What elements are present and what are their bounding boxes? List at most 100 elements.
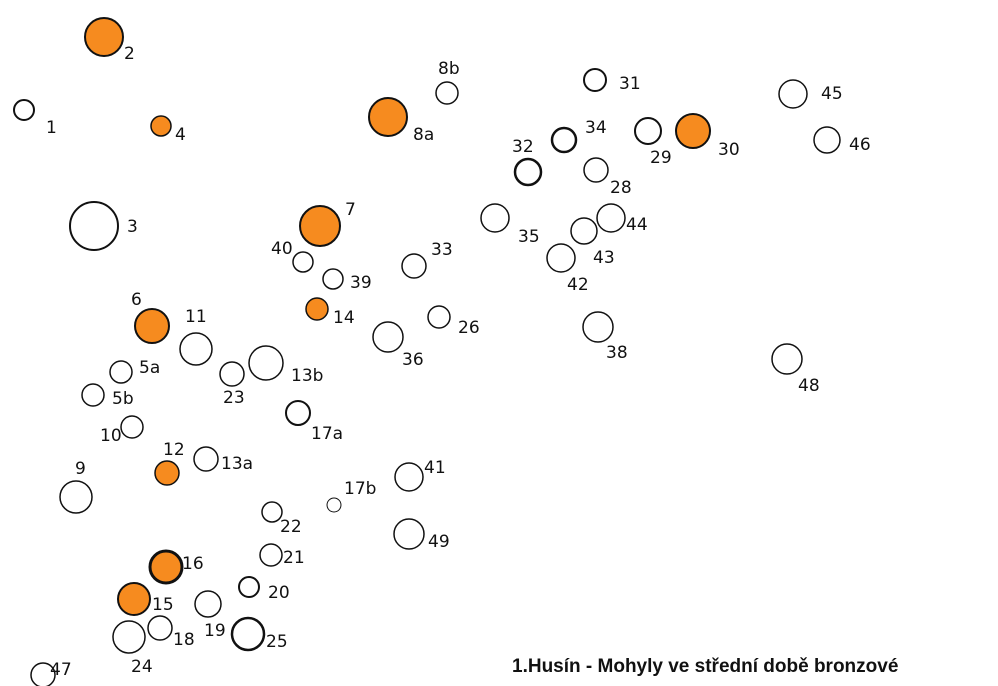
mound-marker <box>778 79 808 109</box>
mound-38: 38 <box>582 311 628 363</box>
mound-16: 16 <box>148 549 204 585</box>
mound-47: 47 <box>30 660 72 686</box>
mound-label: 13a <box>221 454 253 474</box>
mound-label: 38 <box>606 343 628 363</box>
mound-label: 23 <box>223 388 245 408</box>
mound-label: 30 <box>718 140 740 160</box>
mound-marker <box>675 113 711 149</box>
mound-label: 26 <box>458 318 480 338</box>
mound-label: 28 <box>610 178 632 198</box>
mound-marker <box>372 321 404 353</box>
mound-1: 1 <box>13 99 57 138</box>
mound-label: 49 <box>428 532 450 552</box>
mound-marker <box>583 68 607 92</box>
mound-label: 12 <box>163 440 185 460</box>
mound-15: 15 <box>117 582 174 616</box>
mound-label: 35 <box>518 227 540 247</box>
mound-label: 8b <box>438 59 460 79</box>
mound-marker <box>219 361 245 387</box>
mound-marker <box>550 126 578 154</box>
mound-18: 18 <box>147 615 195 650</box>
mound-label: 41 <box>424 458 446 478</box>
mound-marker <box>120 415 144 439</box>
mound-label: 39 <box>350 273 372 293</box>
mound-32: 32 <box>512 137 543 187</box>
mound-marker <box>401 253 427 279</box>
mound-13a: 13a <box>193 446 253 474</box>
mound-41: 41 <box>394 458 446 492</box>
mound-marker <box>513 157 543 187</box>
mound-5a: 5a <box>109 358 160 384</box>
mound-marker <box>150 115 172 137</box>
mound-8a: 8a <box>368 97 434 145</box>
mound-marker <box>193 446 219 472</box>
mound-marker <box>261 501 283 523</box>
mound-marker <box>259 543 283 567</box>
mound-8b: 8b <box>435 59 460 105</box>
mound-label: 34 <box>585 118 607 138</box>
mound-34: 34 <box>550 118 607 154</box>
mound-marker <box>570 217 598 245</box>
mound-label: 24 <box>131 657 153 677</box>
mound-label: 8a <box>413 125 434 145</box>
mound-marker <box>771 343 803 375</box>
mound-6: 6 <box>131 290 170 344</box>
mound-label: 4 <box>175 125 186 145</box>
mound-label: 6 <box>131 290 142 310</box>
mound-marker <box>326 497 342 513</box>
mound-12: 12 <box>154 440 185 486</box>
mound-marker <box>154 460 180 486</box>
mound-label: 42 <box>567 275 589 295</box>
mound-marker <box>69 201 119 251</box>
mound-marker <box>148 549 184 585</box>
mound-marker <box>480 203 510 233</box>
mound-label: 11 <box>185 307 207 327</box>
mound-marker <box>84 17 124 57</box>
mound-14: 14 <box>305 297 355 328</box>
mound-26: 26 <box>427 305 480 338</box>
mound-label: 13b <box>291 366 323 386</box>
mound-label: 44 <box>626 215 648 235</box>
mound-label: 3 <box>127 217 138 237</box>
mound-33: 33 <box>401 240 453 279</box>
mound-marker <box>596 203 626 233</box>
map-caption: 1.Husín - Mohyly ve střední době bronzov… <box>512 656 899 677</box>
mound-42: 42 <box>546 243 589 295</box>
mound-marker <box>368 97 408 137</box>
mound-25: 25 <box>230 616 288 652</box>
mound-label: 15 <box>152 595 174 615</box>
mound-marker <box>299 205 341 247</box>
mound-11: 11 <box>179 307 213 366</box>
mound-marker <box>394 462 424 492</box>
mound-label: 16 <box>182 554 204 574</box>
mound-4: 4 <box>150 115 186 145</box>
mound-marker <box>634 117 662 145</box>
mound-marker <box>322 268 344 290</box>
mound-17b: 17b <box>326 479 376 513</box>
mound-46: 46 <box>813 126 871 155</box>
mound-marker <box>134 308 170 344</box>
mound-35: 35 <box>480 203 540 247</box>
mound-marker <box>59 480 93 514</box>
mound-36: 36 <box>372 321 424 370</box>
mound-label: 43 <box>593 248 615 268</box>
mound-marker <box>248 345 284 381</box>
mound-label: 46 <box>849 135 871 155</box>
mound-marker <box>13 99 35 121</box>
mound-marker <box>435 81 459 105</box>
mound-marker <box>30 662 56 686</box>
mound-marker <box>292 251 314 273</box>
mound-40: 40 <box>271 239 314 273</box>
mound-label: 45 <box>821 84 843 104</box>
mound-44: 44 <box>596 203 648 235</box>
mound-marker <box>230 616 266 652</box>
mound-label: 20 <box>268 583 290 603</box>
mound-label: 22 <box>280 517 302 537</box>
mound-30: 30 <box>675 113 740 160</box>
mound-label: 32 <box>512 137 534 157</box>
mound-label: 5b <box>112 389 134 409</box>
mound-21: 21 <box>259 543 305 568</box>
mound-39: 39 <box>322 268 372 293</box>
mound-13b: 13b <box>248 345 323 386</box>
mound-marker <box>238 576 260 598</box>
